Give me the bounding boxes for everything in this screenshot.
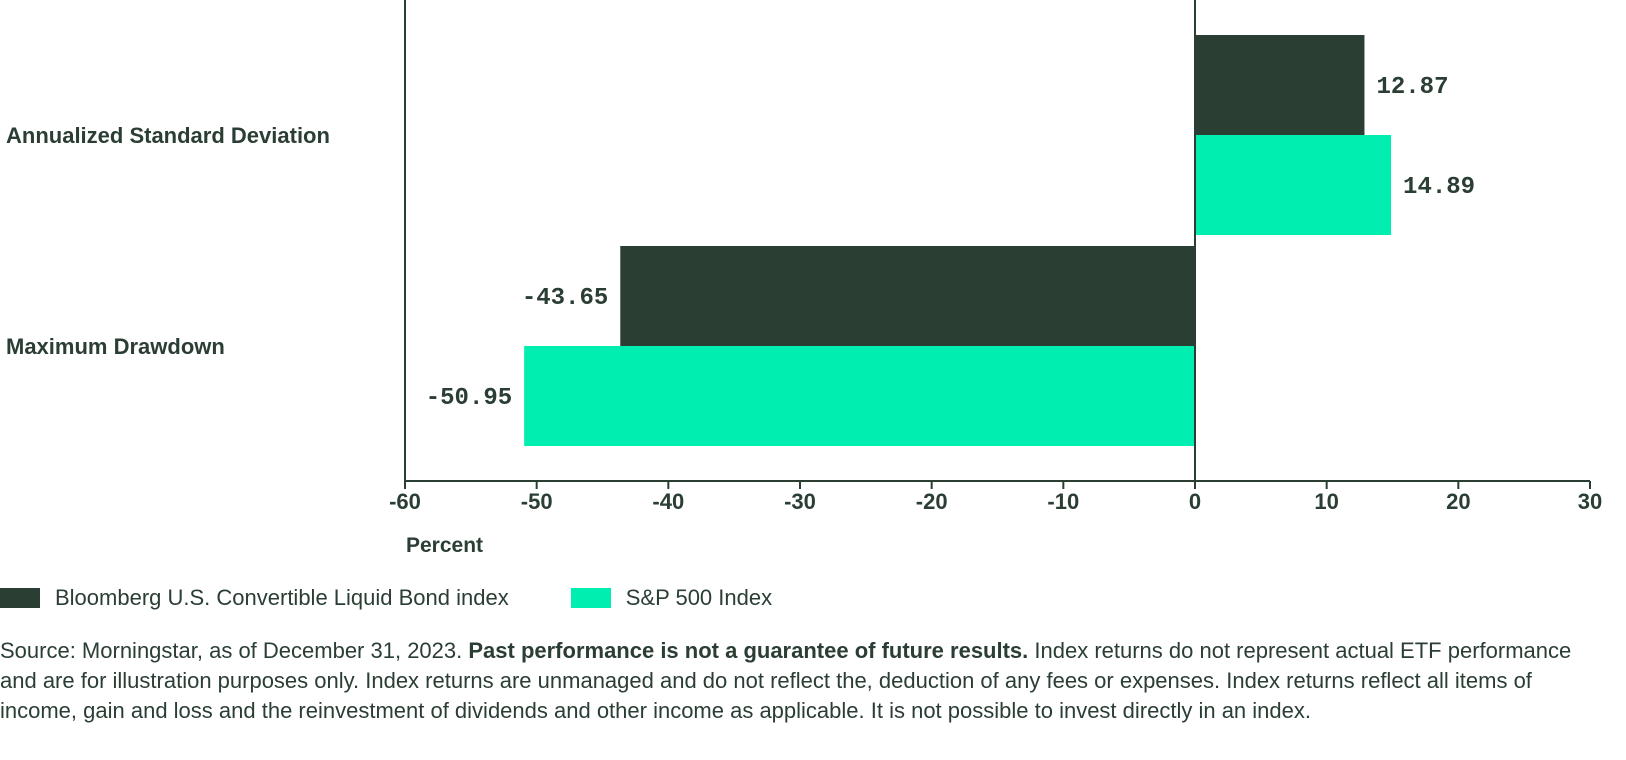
x-tick-label-8: 20: [1446, 489, 1470, 514]
legend-swatch-bloomberg: [0, 588, 40, 608]
category-label-1: Maximum Drawdown: [6, 334, 225, 359]
footnote-source: Source: Morningstar, as of December 31, …: [0, 638, 469, 663]
value-label-series1-cat0: 14.89: [1403, 174, 1475, 201]
category-label-0: Annualized Standard Deviation: [6, 123, 330, 148]
x-tick-label-0: -60: [389, 489, 421, 514]
legend-label-sp500: S&P 500 Index: [625, 585, 773, 610]
bar-chart: Annualized Standard Deviation Maximum Dra…: [6, 0, 1602, 557]
footnote: Source: Morningstar, as of December 31, …: [0, 636, 1610, 726]
x-tick-label-9: 30: [1578, 489, 1602, 514]
bar-series0-cat1: [620, 246, 1195, 346]
bar-series1-cat1: [524, 346, 1195, 446]
x-tick-label-6: 0: [1189, 489, 1201, 514]
value-labels: 12.87 -43.65 14.89 -50.95: [426, 74, 1475, 412]
x-tick-label-3: -30: [784, 489, 816, 514]
x-tick-labels: -60 -50 -40 -30 -20 -10 0 10 20 30: [389, 489, 1602, 514]
value-label-series1-cat1: -50.95: [426, 385, 512, 412]
x-tick-label-5: -10: [1047, 489, 1079, 514]
legend-item-sp500: S&P 500 Index: [570, 585, 773, 611]
x-tick-label-4: -20: [916, 489, 948, 514]
bars: [524, 35, 1392, 446]
value-label-series0-cat0: 12.87: [1376, 74, 1448, 101]
category-labels: Annualized Standard Deviation Maximum Dra…: [6, 123, 330, 359]
legend: Bloomberg U.S. Convertible Liquid Bond i…: [0, 584, 834, 612]
bar-series0-cat0: [1195, 35, 1365, 135]
legend-swatch-sp500: [570, 588, 611, 608]
x-tick-label-1: -50: [521, 489, 553, 514]
bar-series1-cat0: [1195, 135, 1392, 235]
legend-item-bloomberg: Bloomberg U.S. Convertible Liquid Bond i…: [0, 585, 509, 611]
footnote-disclaimer-bold: Past performance is not a guarantee of f…: [468, 638, 1029, 663]
x-tick-label-2: -40: [652, 489, 684, 514]
footnote-body: Index returns do not represent actual ET…: [0, 638, 1572, 723]
legend-label-bloomberg: Bloomberg U.S. Convertible Liquid Bond i…: [55, 585, 509, 610]
x-tick-label-7: 10: [1314, 489, 1338, 514]
value-label-series0-cat1: -43.65: [522, 285, 608, 312]
x-axis-title: Percent: [406, 534, 483, 557]
axes: [404, 0, 1591, 489]
